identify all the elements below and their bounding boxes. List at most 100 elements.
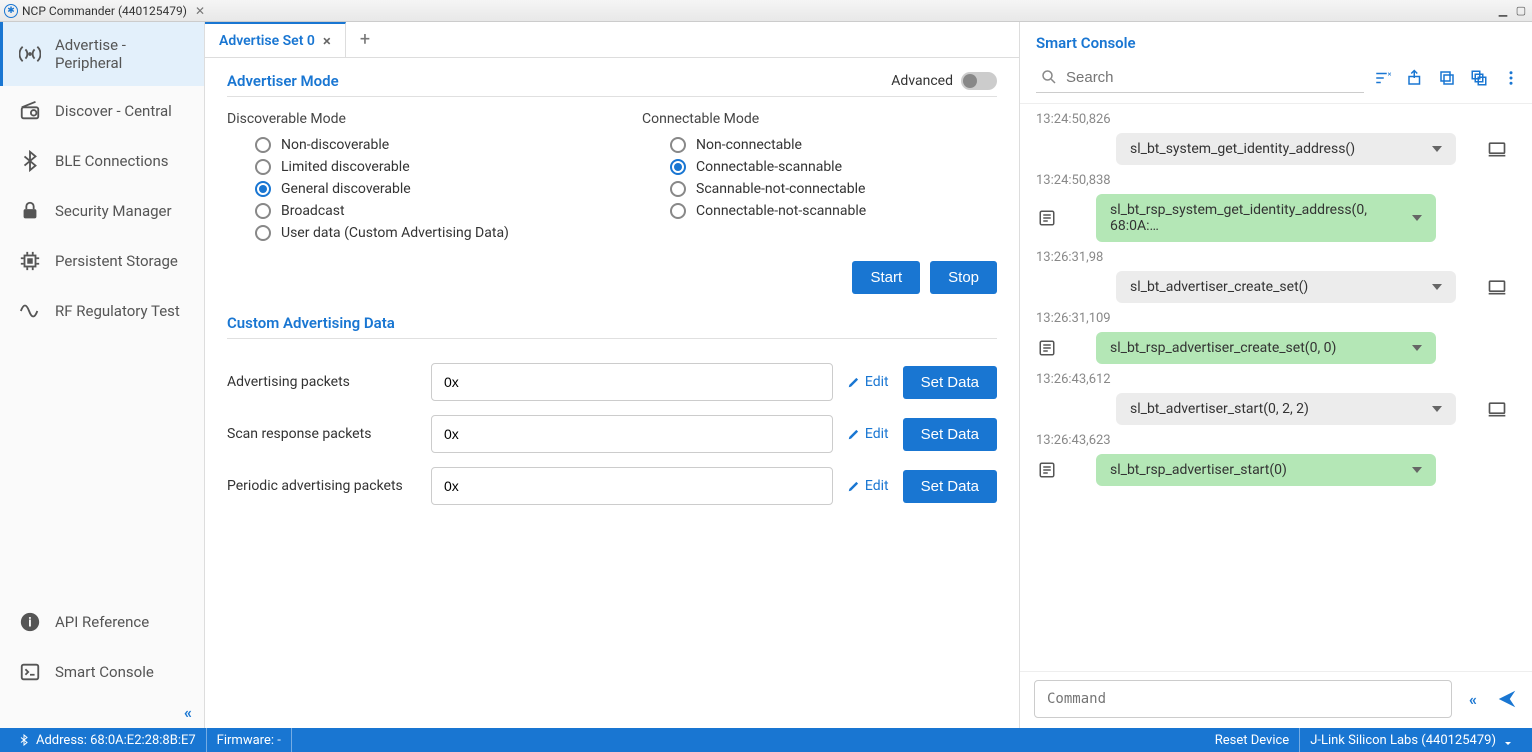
- chevron-down-icon: [1432, 146, 1442, 152]
- sidebar-item-rf-regulatory-test[interactable]: RF Regulatory Test: [0, 286, 204, 336]
- edit-button[interactable]: Edit: [847, 478, 889, 494]
- chevron-down-icon: [1412, 467, 1422, 473]
- sidebar-item-ble-connections[interactable]: BLE Connections: [0, 136, 204, 186]
- radio-icon: [255, 159, 271, 175]
- radio-limited-discoverable[interactable]: Limited discoverable: [255, 159, 582, 175]
- radio-icon: [255, 225, 271, 241]
- jlink-info[interactable]: J-Link Silicon Labs (440125479): [1300, 728, 1524, 752]
- edit-button[interactable]: Edit: [847, 374, 889, 390]
- app-icon: ✱: [4, 4, 18, 18]
- copy-all-icon[interactable]: [1466, 65, 1492, 91]
- sidebar-item-advertise-peripheral[interactable]: Advertise - Peripheral: [0, 22, 204, 86]
- minimize-icon[interactable]: ▁: [1496, 4, 1510, 18]
- history-icon[interactable]: «: [1460, 686, 1486, 712]
- radio-broadcast[interactable]: Broadcast: [255, 203, 582, 219]
- sidebar-collapse-button[interactable]: «: [0, 697, 204, 728]
- radio-general-discoverable[interactable]: General discoverable: [255, 181, 582, 197]
- log-entry: 13:26:31,98sl_bt_advertiser_create_set(): [1036, 246, 1522, 303]
- radio-icon: [670, 203, 686, 219]
- svg-text:i: i: [28, 616, 31, 631]
- radio-label: Limited discoverable: [281, 159, 410, 175]
- advanced-toggle[interactable]: [961, 72, 997, 90]
- device-icon: [1486, 138, 1508, 160]
- sidebar-item-persistent-storage[interactable]: Persistent Storage: [0, 236, 204, 286]
- set-data-button[interactable]: Set Data: [903, 418, 997, 451]
- window-title: NCP Commander (440125479): [22, 4, 187, 18]
- chevron-down-icon: [1412, 215, 1422, 221]
- sidebar-item-discover-central[interactable]: Discover - Central: [0, 86, 204, 136]
- start-button[interactable]: Start: [852, 261, 920, 294]
- search-input-wrapper[interactable]: [1036, 62, 1364, 93]
- sidebar-item-security-manager[interactable]: Security Manager: [0, 186, 204, 236]
- log-chip[interactable]: sl_bt_advertiser_create_set(): [1116, 271, 1456, 303]
- log-chip[interactable]: sl_bt_rsp_system_get_identity_address(0,…: [1096, 194, 1436, 242]
- status-bar: Address: 68:0A:E2:28:8B:E7 Firmware: - R…: [0, 728, 1532, 752]
- send-icon[interactable]: [1494, 686, 1520, 712]
- export-icon[interactable]: [1402, 65, 1428, 91]
- set-data-button[interactable]: Set Data: [903, 470, 997, 503]
- field-row-2: Periodic advertising packetsEditSet Data: [227, 467, 997, 505]
- radio-scannable-not-connectable[interactable]: Scannable-not-connectable: [670, 181, 997, 197]
- field-input[interactable]: [431, 363, 833, 401]
- add-tab-button[interactable]: +: [346, 22, 384, 57]
- close-icon[interactable]: ×: [323, 32, 331, 50]
- radio-connectable-scannable[interactable]: Connectable-scannable: [670, 159, 997, 175]
- radio-icon: [19, 100, 41, 122]
- log-text: sl_bt_rsp_advertiser_create_set(0, 0): [1110, 340, 1336, 356]
- device-icon: [1486, 276, 1508, 298]
- field-label: Advertising packets: [227, 374, 417, 390]
- radio-user-data-custom-advertising-data-[interactable]: User data (Custom Advertising Data): [255, 225, 582, 241]
- log-entry: 13:26:31,109 sl_bt_rsp_advertiser_create_…: [1036, 307, 1522, 364]
- radio-icon: [670, 181, 686, 197]
- radio-label: Scannable-not-connectable: [696, 181, 865, 197]
- set-data-button[interactable]: Set Data: [903, 366, 997, 399]
- log-text: sl_bt_system_get_identity_address(): [1130, 141, 1355, 157]
- radio-label: Non-connectable: [696, 137, 802, 153]
- radio-non-discoverable[interactable]: Non-discoverable: [255, 137, 582, 153]
- chevron-down-icon: [1412, 345, 1422, 351]
- field-input[interactable]: [431, 415, 833, 453]
- discoverable-mode-label: Discoverable Mode: [227, 111, 582, 127]
- tab-close-icon[interactable]: ✕: [195, 4, 205, 18]
- status-address: Address: 68:0A:E2:28:8B:E7: [8, 728, 207, 752]
- bluetooth-icon: [18, 734, 30, 746]
- smart-console-pane: Smart Console × 13:24:50,826sl_bt_system: [1020, 22, 1532, 728]
- sidebar-item-smart-console[interactable]: Smart Console: [0, 647, 204, 697]
- radio-icon: [670, 137, 686, 153]
- radio-connectable-not-scannable[interactable]: Connectable-not-scannable: [670, 203, 997, 219]
- maximize-icon[interactable]: ▢: [1514, 4, 1528, 18]
- log-timestamp: 13:26:43,623: [1036, 429, 1522, 454]
- tab-advertise-set-0[interactable]: Advertise Set 0 ×: [205, 22, 346, 57]
- field-input[interactable]: [431, 467, 833, 505]
- smart-console-title: Smart Console: [1020, 22, 1532, 58]
- radio-icon: [670, 159, 686, 175]
- log-entry: 13:26:43,623sl_bt_rsp_advertiser_start(0…: [1036, 429, 1522, 486]
- log-text: sl_bt_advertiser_start(0, 2, 2): [1130, 401, 1309, 417]
- sidebar-item-label: RF Regulatory Test: [55, 302, 180, 320]
- edit-button[interactable]: Edit: [847, 426, 889, 442]
- stop-button[interactable]: Stop: [930, 261, 997, 294]
- command-input[interactable]: [1034, 680, 1452, 718]
- response-icon: [1036, 337, 1058, 359]
- log-text: sl_bt_rsp_system_get_identity_address(0,…: [1110, 202, 1412, 234]
- svg-text:×: ×: [1388, 69, 1392, 78]
- connectable-mode-label: Connectable Mode: [642, 111, 997, 127]
- log-chip[interactable]: sl_bt_advertiser_start(0, 2, 2): [1116, 393, 1456, 425]
- radio-non-connectable[interactable]: Non-connectable: [670, 137, 997, 153]
- log-chip[interactable]: sl_bt_rsp_advertiser_create_set(0, 0): [1096, 332, 1436, 364]
- search-input[interactable]: [1066, 69, 1360, 86]
- filter-icon[interactable]: ×: [1370, 65, 1396, 91]
- log-chip[interactable]: sl_bt_system_get_identity_address(): [1116, 133, 1456, 165]
- log-chip[interactable]: sl_bt_rsp_advertiser_start(0): [1096, 454, 1436, 486]
- log-timestamp: 13:26:31,109: [1036, 307, 1522, 332]
- log-entry: 13:26:43,612 sl_bt_advertiser_start(0, 2,…: [1036, 368, 1522, 425]
- advanced-label: Advanced: [891, 73, 953, 89]
- reset-device-button[interactable]: Reset Device: [1205, 728, 1300, 752]
- broadcast-icon: [19, 43, 41, 65]
- copy-icon[interactable]: [1434, 65, 1460, 91]
- log-timestamp: 13:26:43,612: [1036, 368, 1522, 393]
- sidebar-item-api-reference[interactable]: iAPI Reference: [0, 597, 204, 647]
- pin-icon: [1502, 734, 1514, 746]
- more-icon[interactable]: [1498, 65, 1524, 91]
- sidebar-item-label: Advertise - Peripheral: [55, 36, 188, 72]
